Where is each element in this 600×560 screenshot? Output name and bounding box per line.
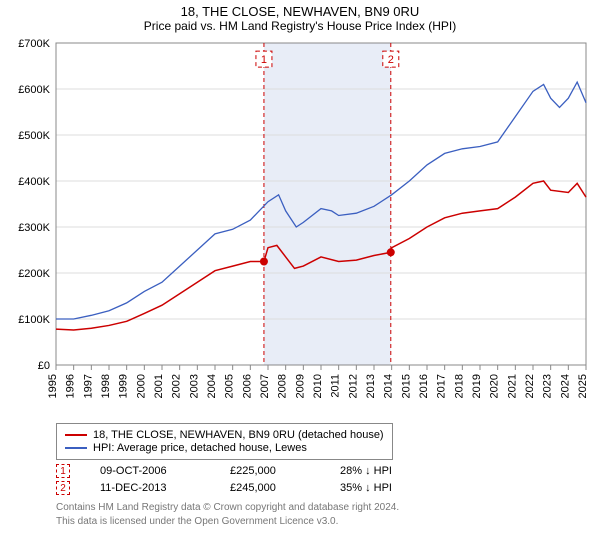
x-tick-label: 2006 [241, 374, 253, 398]
x-tick-label: 2009 [294, 374, 306, 398]
legend-swatch [65, 447, 87, 449]
y-tick-label: £400K [18, 176, 50, 188]
footer-attribution: Contains HM Land Registry data © Crown c… [56, 501, 592, 528]
sale-marker: 2 [56, 481, 70, 495]
event-marker-label: 1 [261, 54, 267, 66]
x-tick-label: 2024 [559, 374, 571, 398]
x-tick-label: 2013 [365, 374, 377, 398]
y-tick-label: £0 [38, 360, 50, 372]
sale-row: 1 09-OCT-2006 £225,000 28% ↓ HPI [56, 464, 592, 478]
sale-delta: 28% ↓ HPI [340, 465, 392, 477]
legend-label: 18, THE CLOSE, NEWHAVEN, BN9 0RU (detach… [93, 429, 384, 441]
sale-price: £225,000 [230, 465, 310, 477]
x-tick-label: 2002 [171, 374, 183, 398]
x-tick-label: 2008 [277, 374, 289, 398]
x-tick-label: 2014 [383, 374, 395, 398]
sale-price: £245,000 [230, 482, 310, 494]
x-tick-label: 1997 [82, 374, 94, 398]
y-tick-label: £100K [18, 314, 50, 326]
price-chart: £0 £100K £200K £300K £400K £500K £600K £700K 199… [8, 37, 592, 417]
y-tick-label: £700K [18, 38, 50, 50]
event-marker-label: 2 [388, 54, 394, 66]
sale-row: 2 11-DEC-2013 £245,000 35% ↓ HPI [56, 481, 592, 495]
x-tick-label: 2003 [188, 374, 200, 398]
y-tick-label: £500K [18, 130, 50, 142]
legend-label: HPI: Average price, detached house, Lewe… [93, 442, 307, 454]
sale-date: 11-DEC-2013 [100, 482, 200, 494]
y-tick-label: £600K [18, 84, 50, 96]
x-tick-label: 2004 [206, 374, 218, 398]
x-tick-label: 2012 [347, 374, 359, 398]
x-tick-label: 2025 [577, 374, 589, 398]
sale-marker-dot [260, 258, 268, 266]
x-tick-label: 2010 [312, 374, 324, 398]
sales-list: 1 09-OCT-2006 £225,000 28% ↓ HPI 2 11-DEC-201… [8, 464, 592, 495]
sale-marker: 1 [56, 464, 70, 478]
sale-marker-dot [387, 248, 395, 256]
x-tick-label: 2021 [506, 374, 518, 398]
x-tick-label: 1995 [47, 374, 59, 398]
x-tick-label: 2022 [524, 374, 536, 398]
page-title: 18, THE CLOSE, NEWHAVEN, BN9 0RU [8, 4, 592, 19]
x-tick-label: 2011 [330, 374, 342, 398]
x-tick-label: 2023 [542, 374, 554, 398]
x-tick-label: 2017 [436, 374, 448, 398]
x-tick-label: 2016 [418, 374, 430, 398]
chart-svg: £0 £100K £200K £300K £400K £500K £600K £700K 199… [8, 37, 592, 417]
legend-row: 18, THE CLOSE, NEWHAVEN, BN9 0RU (detach… [65, 429, 384, 441]
x-tick-label: 2015 [400, 374, 412, 398]
y-tick-label: £300K [18, 222, 50, 234]
x-tick-label: 2020 [489, 374, 501, 398]
legend-row: HPI: Average price, detached house, Lewe… [65, 442, 384, 454]
x-tick-label: 2001 [153, 374, 165, 398]
sale-date: 09-OCT-2006 [100, 465, 200, 477]
legend-swatch [65, 434, 87, 436]
x-tick-label: 1999 [118, 374, 130, 398]
x-tick-label: 1996 [65, 374, 77, 398]
x-tick-label: 2019 [471, 374, 483, 398]
footer-line: This data is licensed under the Open Gov… [56, 515, 592, 529]
y-tick-label: £200K [18, 268, 50, 280]
x-tick-label: 1998 [100, 374, 112, 398]
footer-line: Contains HM Land Registry data © Crown c… [56, 501, 592, 515]
sale-delta: 35% ↓ HPI [340, 482, 392, 494]
x-tick-label: 2000 [135, 374, 147, 398]
x-tick-label: 2018 [453, 374, 465, 398]
x-tick-label: 2007 [259, 374, 271, 398]
page-subtitle: Price paid vs. HM Land Registry's House … [8, 19, 592, 33]
legend: 18, THE CLOSE, NEWHAVEN, BN9 0RU (detach… [56, 423, 393, 460]
x-tick-label: 2005 [224, 374, 236, 398]
